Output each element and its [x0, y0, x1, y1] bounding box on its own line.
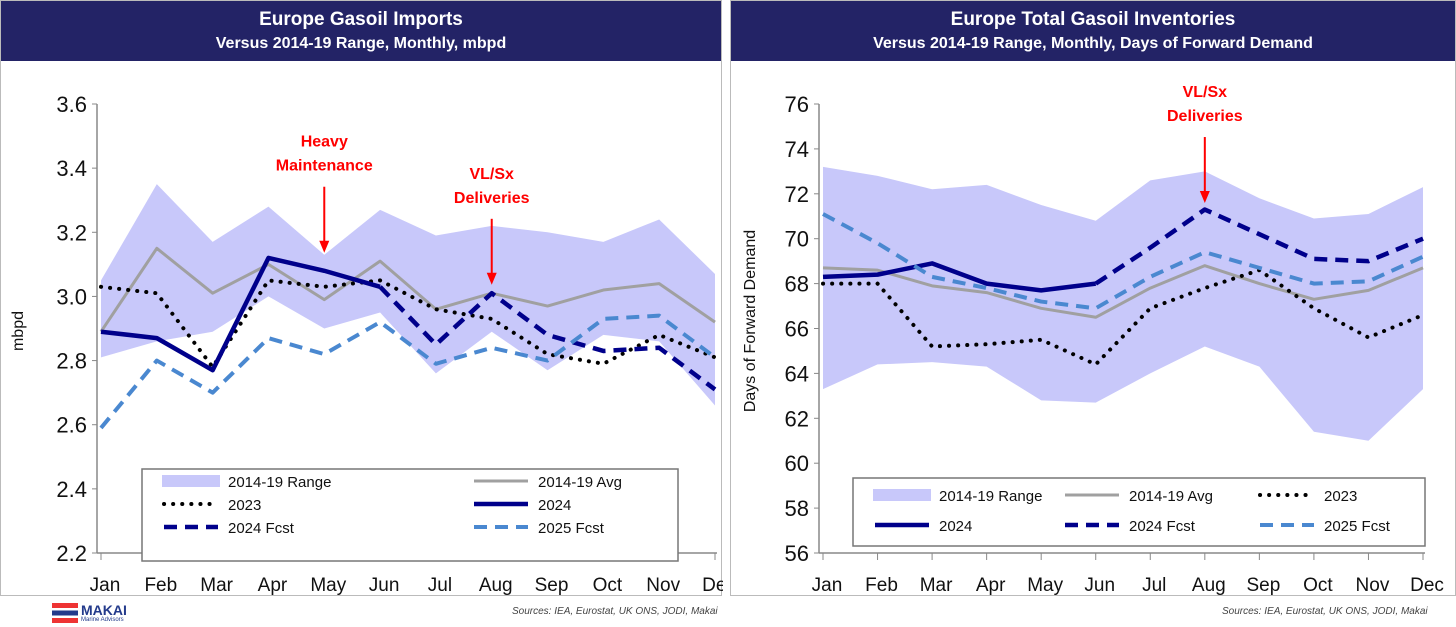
series-line-2014-19-avg: [99, 246, 716, 333]
inventories-chart: 56 58 60 62 64 66 68 70 72 74 76 Jan Feb Mar Apr May Jun…: [742, 84, 1444, 596]
x-tick-label: Nov: [1356, 575, 1390, 596]
series-line-2023: [821, 268, 1425, 367]
annotation-arrowhead: [486, 272, 497, 285]
x-tick-label: Oct: [1303, 575, 1333, 596]
annotation-label: Deliveries: [1167, 108, 1243, 125]
makai-logo: MAKAI Marine Advisors: [52, 603, 127, 623]
chart-header: Europe Gasoil Imports Versus 2014-19 Ran…: [1, 1, 721, 61]
x-tick-label: Jun: [1084, 575, 1115, 596]
legend-label: 2024 Fcst: [228, 520, 295, 537]
legend-label: 2014-19 Avg: [538, 474, 622, 491]
legend-swatch: [162, 475, 220, 487]
logo-tagline: Marine Advisors: [81, 617, 124, 623]
y-tick-label: 76: [785, 92, 809, 117]
x-tick-label: Jul: [1142, 575, 1166, 596]
y-tick-label: 72: [785, 182, 809, 207]
legend-label: 2024: [939, 518, 972, 535]
x-tick-label: Dec: [702, 575, 723, 596]
y-tick-label: 60: [785, 451, 809, 476]
x-tick-label: Mar: [920, 575, 953, 596]
x-tick-label: Aug: [1192, 575, 1226, 596]
y-tick-label: 2.2: [56, 541, 87, 566]
chart-subtitle: Versus 2014-19 Range, Monthly, mbpd: [215, 35, 507, 52]
legend-label: 2025 Fcst: [1324, 518, 1391, 535]
x-tick-label: May: [1027, 575, 1063, 596]
legend-label: 2024 Fcst: [1129, 518, 1196, 535]
logo-name: MAKAI: [81, 602, 127, 618]
flag-icon: [52, 603, 78, 623]
legend-box: [852, 477, 1426, 547]
legend-label: 2014-19 Range: [228, 474, 331, 491]
x-tick-label: Jan: [90, 575, 121, 596]
x-tick-label: Feb: [865, 575, 898, 596]
annotation-label: Deliveries: [454, 190, 530, 207]
y-tick-label: 74: [785, 137, 809, 162]
y-tick-label: 3.4: [56, 156, 87, 181]
x-tick-label: Apr: [258, 575, 288, 596]
imports-chart-panel: Europe Gasoil Imports Versus 2014-19 Ran…: [0, 0, 723, 596]
annotation-arrowhead: [319, 240, 330, 253]
x-tick-label: Aug: [479, 575, 513, 596]
y-tick-label: 56: [785, 541, 809, 566]
legend-label: 2024: [538, 497, 571, 514]
series-line-2024-fcst: [1094, 207, 1424, 286]
series-line-2014-19-avg: [822, 264, 1424, 319]
x-tick-label: May: [310, 575, 346, 596]
x-tick-label: Jan: [812, 575, 843, 596]
y-axis-label: Days of Forward Demand: [742, 230, 759, 412]
y-tick-label: 70: [785, 227, 809, 252]
legend-label: 2014-19 Avg: [1129, 488, 1213, 505]
y-tick-label: 2.8: [56, 349, 87, 374]
range-band: [101, 184, 715, 406]
legend-label: 2014-19 Range: [939, 488, 1042, 505]
legend-box: [141, 468, 679, 562]
y-tick-label: 68: [785, 272, 809, 297]
series-line-2025-fcst: [99, 313, 717, 430]
x-tick-label: Nov: [646, 575, 680, 596]
y-tick-label: 58: [785, 496, 809, 521]
x-tick-label: Jul: [428, 575, 452, 596]
legend-label: 2023: [228, 497, 261, 514]
chart-title: Europe Gasoil Imports: [259, 9, 463, 30]
x-tick-label: Jun: [369, 575, 400, 596]
annotation-label: VL/Sx: [1183, 84, 1228, 101]
source-note: Sources: IEA, Eurostat, UK ONS, JODI, Ma…: [512, 606, 718, 617]
series-line-2025-fcst: [822, 212, 1424, 311]
x-tick-label: Sep: [535, 575, 569, 596]
x-tick-label: Feb: [144, 575, 177, 596]
annotation-label: Maintenance: [276, 158, 373, 175]
legend-swatch: [873, 489, 931, 501]
x-tick-label: Sep: [1246, 575, 1280, 596]
y-tick-label: 3.2: [56, 220, 87, 245]
inventories-chart-panel: Europe Total Gasoil Inventories Versus 2…: [730, 0, 1456, 596]
x-tick-label: Oct: [593, 575, 623, 596]
y-tick-label: 2.4: [56, 477, 87, 502]
legend-label: 2025 Fcst: [538, 520, 605, 537]
annotation-arrowhead: [1199, 191, 1210, 204]
annotation-label: Heavy: [301, 134, 348, 151]
series-line-2024: [822, 261, 1097, 293]
chart-title: Europe Total Gasoil Inventories: [950, 9, 1236, 30]
x-tick-label: Mar: [200, 575, 233, 596]
legend-label: 2023: [1324, 488, 1357, 505]
y-tick-label: 2.6: [56, 413, 87, 438]
y-tick-label: 3.0: [56, 284, 87, 309]
chart-subtitle: Versus 2014-19 Range, Monthly, Days of F…: [873, 35, 1313, 52]
y-tick-label: 3.6: [56, 92, 87, 117]
x-tick-label: Apr: [976, 575, 1006, 596]
source-note: Sources: IEA, Eurostat, UK ONS, JODI, Ma…: [1222, 606, 1428, 617]
x-tick-label: Dec: [1410, 575, 1444, 596]
y-tick-label: 64: [785, 361, 809, 386]
y-tick-label: 66: [785, 317, 809, 342]
y-tick-label: 62: [785, 406, 809, 431]
chart-header: Europe Total Gasoil Inventories Versus 2…: [731, 1, 1455, 61]
series-line-2024: [100, 255, 381, 373]
annotation-label: VL/Sx: [469, 166, 514, 183]
imports-chart: 2.2 2.4 2.6 2.8 3.0 3.2 3.4 3.6 Jan Feb Mar Apr May J…: [10, 92, 723, 596]
series-line-2024-fcst: [378, 285, 717, 392]
y-axis-label: mbpd: [10, 311, 27, 351]
